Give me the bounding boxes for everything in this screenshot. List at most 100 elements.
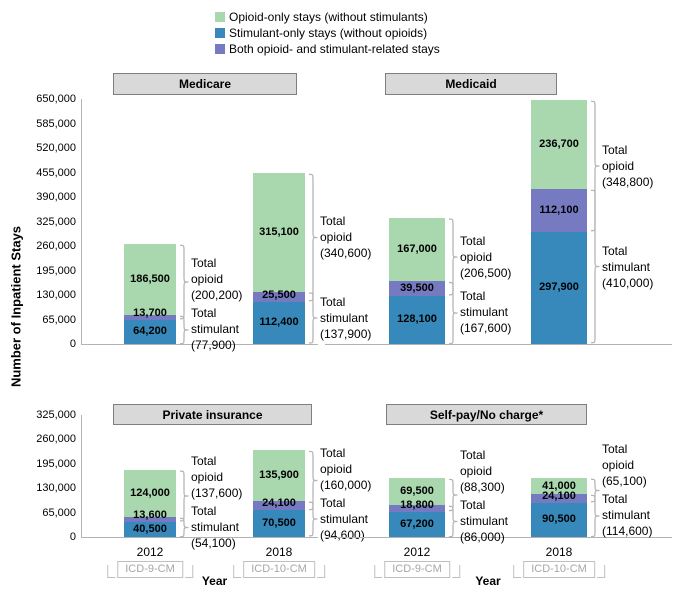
icd-bracket-left-icon: [233, 565, 242, 578]
segment-stimulant-only: [124, 319, 176, 344]
y-tick-label: 455,000: [36, 166, 76, 179]
legend-label: Opioid-only stays (without stimulants): [229, 10, 428, 24]
icd-bracket-left-icon: [374, 565, 383, 578]
segment-stimulant-only: [531, 231, 587, 344]
annotation-line: Total: [191, 503, 217, 518]
annotation-line: Total: [602, 442, 628, 457]
icd-label-group: ICD-10-CM: [513, 561, 605, 578]
panel-header-self-pay-no-charge: Self-pay/No charge*: [386, 404, 587, 425]
icd-code-box: ICD-9-CM: [117, 561, 183, 578]
segment-both: [531, 189, 587, 232]
value-label-opioid-only: 41,000: [542, 479, 576, 492]
y-tick-label: 195,000: [36, 264, 76, 277]
x-axis-line: [325, 537, 672, 538]
annotation-line: Total: [460, 289, 486, 304]
value-label-opioid-only: 315,100: [259, 226, 299, 239]
annotation-line: (86,000): [460, 529, 505, 544]
annotation-line: opioid: [320, 230, 353, 245]
panel-header-medicaid: Medicaid: [385, 73, 557, 95]
icd-bracket-left-icon: [107, 565, 116, 578]
x-axis-line: [81, 537, 318, 538]
annotation-line: (94,600): [320, 528, 365, 543]
value-label-opioid-only: 69,500: [400, 484, 434, 497]
annotation-line: Total: [191, 453, 217, 468]
icd-bracket-right-icon: [316, 565, 325, 578]
segment-opioid-only: [531, 100, 587, 190]
annotation-line: stimulant: [602, 259, 651, 274]
value-label-stimulant-only: 70,500: [262, 517, 296, 530]
segment-opioid-only: [389, 217, 445, 281]
annotation-line: (137,900): [320, 327, 372, 341]
value-label-both: 24,100: [542, 489, 576, 502]
value-label-both: 24,100: [262, 497, 296, 510]
annotation-line: stimulant: [320, 512, 369, 527]
bracket-total-opioid: [179, 470, 190, 522]
y-axis-title: Number of Inpatient Stays: [8, 225, 24, 388]
value-label-opioid-only: 186,500: [130, 272, 170, 285]
annotation-line: (167,600): [460, 321, 512, 336]
icd-code-box: ICD-10-CM: [523, 561, 595, 578]
annotation-line: Total: [602, 142, 628, 157]
annotation-line: (348,800): [602, 174, 654, 189]
value-label-both: 13,600: [133, 508, 167, 521]
annotation-line: Total: [320, 496, 346, 511]
value-label-stimulant-only: 112,400: [259, 316, 299, 329]
year-tick-label: 2018: [545, 545, 573, 559]
segment-stimulant-only: [253, 510, 305, 537]
bracket-total-stimulant: [179, 517, 190, 537]
legend-item-both: Both opioid- and stimulant-related stays: [215, 42, 440, 56]
annotation-line: (137,600): [191, 485, 243, 500]
y-tick-label: 390,000: [36, 191, 76, 203]
value-label-stimulant-only: 297,900: [539, 281, 579, 294]
y-tick-label: 130,000: [36, 482, 76, 494]
segment-stimulant-only: [531, 502, 587, 537]
annotation-line: (410,000): [602, 275, 654, 290]
y-tick-label: 65,000: [42, 506, 76, 519]
annotation-line: opioid: [602, 158, 635, 173]
bracket-total-stimulant: [308, 292, 319, 344]
annotation-line: opioid: [191, 469, 224, 484]
y-tick-label: 260,000: [36, 240, 76, 252]
x-axis-line: [81, 344, 318, 345]
y-tick-label: 0: [69, 531, 76, 543]
icd-label-group: ICD-10-CM: [233, 561, 325, 578]
y-tick-label: 130,000: [36, 289, 76, 301]
value-label-stimulant-only: 67,200: [400, 517, 434, 530]
annotation-line: opioid: [320, 462, 353, 477]
annotation-line: opioid: [460, 463, 493, 478]
legend: Opioid-only stays (without stimulants) St…: [0, 0, 675, 60]
annotation-total-stimulant: Total stimulant (167,600): [460, 288, 511, 336]
segment-stimulant-only: [389, 295, 445, 344]
bracket-total-stimulant: [590, 494, 601, 538]
value-label-stimulant-only: 40,500: [133, 522, 167, 535]
annotation-line: (114,600): [602, 524, 653, 539]
segment-stimulant-only: [253, 301, 305, 344]
annotation-line: (206,500): [460, 265, 512, 280]
value-label-both: 39,500: [400, 281, 434, 294]
annotation-total-opioid: Total opioid (348,800): [602, 142, 653, 190]
y-tick-label: 195,000: [36, 457, 76, 470]
annotation-total-opioid: Total opioid (65,100): [602, 441, 647, 489]
annotation-total-opioid: Total opioid (160,000): [320, 445, 371, 493]
icd-label-group: ICD-9-CM: [374, 561, 460, 578]
panel-header-medicare: Medicare: [113, 73, 297, 95]
annotation-line: (200,200): [191, 288, 243, 303]
bracket-total-stimulant: [448, 505, 459, 537]
segment-opioid-only: [253, 450, 305, 502]
annotation-line: Total: [460, 447, 486, 462]
x-axis-title: Year: [201, 574, 228, 588]
annotation-total-stimulant: Total stimulant (137,900): [320, 294, 371, 342]
year-tick-label: 2018: [265, 545, 293, 559]
bracket-total-stimulant: [179, 315, 190, 344]
y-tick-label: 585,000: [36, 117, 76, 130]
annotation-line: (65,100): [602, 474, 647, 489]
icd-bracket-right-icon: [596, 565, 605, 578]
legend-swatch-opioid-only: [215, 12, 225, 22]
annotation-line: Total: [191, 306, 217, 321]
segment-opioid-only: [531, 478, 587, 494]
year-tick-label: 2012: [403, 545, 431, 559]
annotation-total-stimulant: Total stimulant (410,000): [602, 243, 653, 291]
annotation-line: Total: [320, 295, 346, 309]
segment-both: [531, 493, 587, 503]
